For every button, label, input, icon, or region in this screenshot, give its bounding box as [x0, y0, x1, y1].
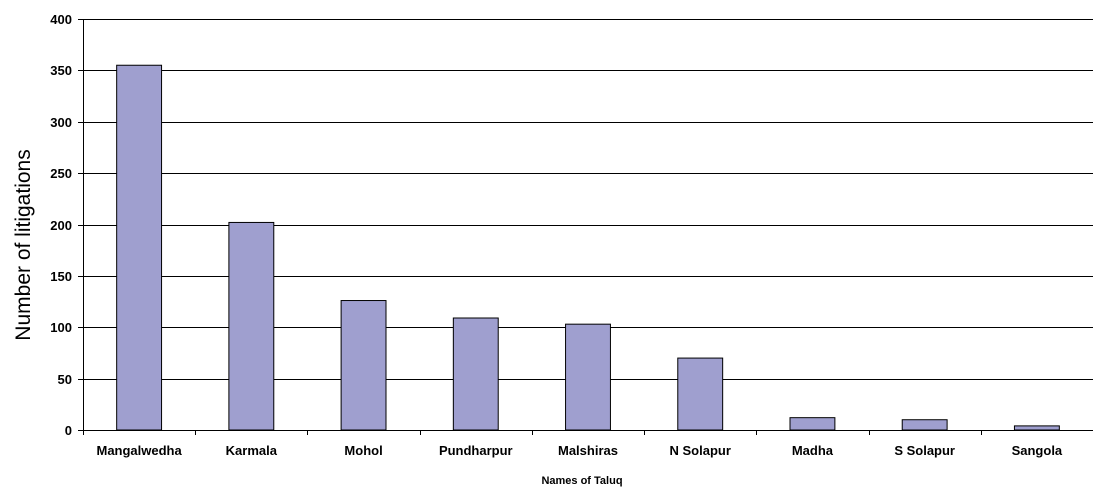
- y-tick-label: 50: [58, 372, 72, 387]
- x-tick-label: Mangalwedha: [96, 443, 182, 458]
- y-tick-label: 350: [50, 63, 72, 78]
- bar: [901, 419, 948, 431]
- x-tick-labels: Mangalwedha Karmala Mohol Pundharpur Malshir…: [96, 443, 1062, 458]
- bar: [677, 357, 724, 431]
- bars: [116, 64, 1060, 431]
- bar: [565, 323, 611, 431]
- x-tick-label: S Solapur: [894, 443, 955, 458]
- x-tick-label: Pundharpur: [439, 443, 513, 458]
- x-tick-label: Malshiras: [558, 443, 618, 458]
- y-tick-label: 250: [50, 166, 72, 181]
- bar: [1013, 425, 1060, 431]
- y-tick-label: 400: [50, 12, 72, 27]
- x-tick-label: Karmala: [226, 443, 278, 458]
- bar: [452, 317, 499, 431]
- y-tick-label: 200: [50, 218, 72, 233]
- y-tick-label: 100: [50, 320, 72, 335]
- y-tick-label: 0: [65, 423, 72, 438]
- y-axis-label: Number of litigations: [12, 149, 35, 340]
- bar: [340, 300, 387, 431]
- y-tick-label: 300: [50, 115, 72, 130]
- bar: [789, 417, 836, 431]
- x-tick-label: N Solapur: [670, 443, 731, 458]
- bar: [116, 64, 163, 431]
- y-tick-labels: 0 50 100 150 200 250 300 350 400: [50, 12, 72, 438]
- x-tick-label: Mohol: [344, 443, 382, 458]
- bar: [228, 221, 275, 431]
- y-tick-label: 150: [50, 269, 72, 284]
- x-tick-label: Madha: [792, 443, 834, 458]
- x-axis-label: Names of Taluq: [541, 475, 622, 487]
- x-tick-label: Sangola: [1012, 443, 1063, 458]
- axes: [78, 19, 1093, 435]
